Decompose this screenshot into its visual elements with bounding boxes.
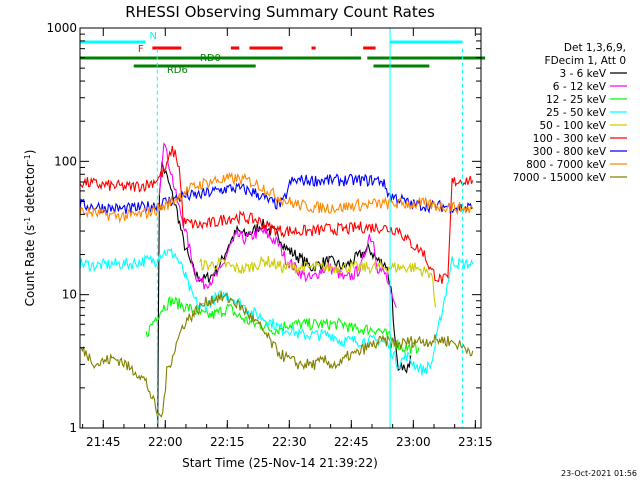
x-tick-label-22-00: 22:00 bbox=[148, 435, 183, 449]
series-line-6-12-kev bbox=[158, 142, 397, 308]
legend-header-line-2: FDecim 1, Att 0 bbox=[545, 55, 626, 67]
x-tick-label-22-15: 22:15 bbox=[210, 435, 245, 449]
x-axis-ticks: 21:45 22:00 22:15 22:30 22:45 23:00 23:15 bbox=[82, 28, 493, 449]
y-tick-label-1000: 1000 bbox=[46, 21, 77, 35]
plot-frame bbox=[79, 27, 482, 429]
x-tick-label-22-45: 22:45 bbox=[334, 435, 369, 449]
series-line-300-800-kev bbox=[79, 173, 474, 215]
y-axis-label-end: ) bbox=[23, 150, 37, 155]
series-line-50-100-kev bbox=[199, 256, 437, 308]
y-axis-label-sup2: -1 bbox=[23, 154, 32, 162]
series-line-100-300-kev bbox=[79, 145, 474, 284]
legend-label-800-7000-kev: 800 - 7000 keV bbox=[526, 159, 607, 171]
legend-label-3-6-kev: 3 - 6 keV bbox=[559, 68, 606, 80]
y-tick-label-1: 1 bbox=[69, 421, 77, 435]
attenuator-lines bbox=[156, 28, 463, 428]
legend-label-7000-15000-kev: 7000 - 15000 keV bbox=[513, 172, 607, 184]
x-tick-label-22-30: 22:30 bbox=[272, 435, 307, 449]
y-axis-label-main: Count Rate (s bbox=[23, 225, 37, 307]
series-line-800-7000-kev bbox=[79, 171, 474, 224]
x-axis-label: Start Time (25-Nov-14 21:39:22) bbox=[182, 456, 378, 470]
legend-label-6-12-kev: 6 - 12 keV bbox=[553, 81, 607, 93]
legend-header-line-1: Det 1,3,6,9, bbox=[564, 42, 626, 54]
legend: Det 1,3,6,9, FDecim 1, Att 0 3 - 6 keV6 … bbox=[513, 42, 627, 184]
legend-label-25-50-kev: 25 - 50 keV bbox=[546, 107, 607, 119]
legend-label-300-800-kev: 300 - 800 keV bbox=[533, 146, 607, 158]
footer-date: 23-Oct-2021 01:56 bbox=[561, 469, 637, 478]
flag-label-rd0: RD0 bbox=[200, 53, 221, 64]
legend-label-12-25-kev: 12 - 25 keV bbox=[546, 94, 607, 106]
flag-label-f: F bbox=[138, 44, 144, 55]
x-tick-label-23-00: 23:00 bbox=[396, 435, 431, 449]
observing-flags: NF RD0 RD6 bbox=[80, 31, 486, 76]
chart-title: RHESSI Observing Summary Count Rates bbox=[125, 3, 435, 21]
y-axis-label: Count Rate (s-1 detector-1) bbox=[23, 150, 38, 307]
legend-label-100-300-kev: 100 - 300 keV bbox=[533, 133, 607, 145]
x-tick-label-23-15: 23:15 bbox=[458, 435, 493, 449]
flag-label-rd6: RD6 bbox=[167, 65, 188, 76]
y-tick-label-10: 10 bbox=[62, 288, 77, 302]
y-tick-label-100: 100 bbox=[54, 154, 77, 168]
y-axis-label-mid: detector bbox=[23, 162, 37, 217]
legend-label-50-100-kev: 50 - 100 keV bbox=[539, 120, 606, 132]
y-axis-ticks: 1 10 100 1000 bbox=[46, 21, 481, 435]
series-line-7000-15000-kev bbox=[79, 291, 474, 418]
flag-label-n: N bbox=[149, 31, 156, 42]
y-axis-label-sup1: -1 bbox=[23, 217, 32, 225]
series-lines bbox=[79, 142, 474, 429]
x-tick-label-21-45: 21:45 bbox=[86, 435, 121, 449]
series-line-25-50-kev bbox=[79, 247, 474, 376]
